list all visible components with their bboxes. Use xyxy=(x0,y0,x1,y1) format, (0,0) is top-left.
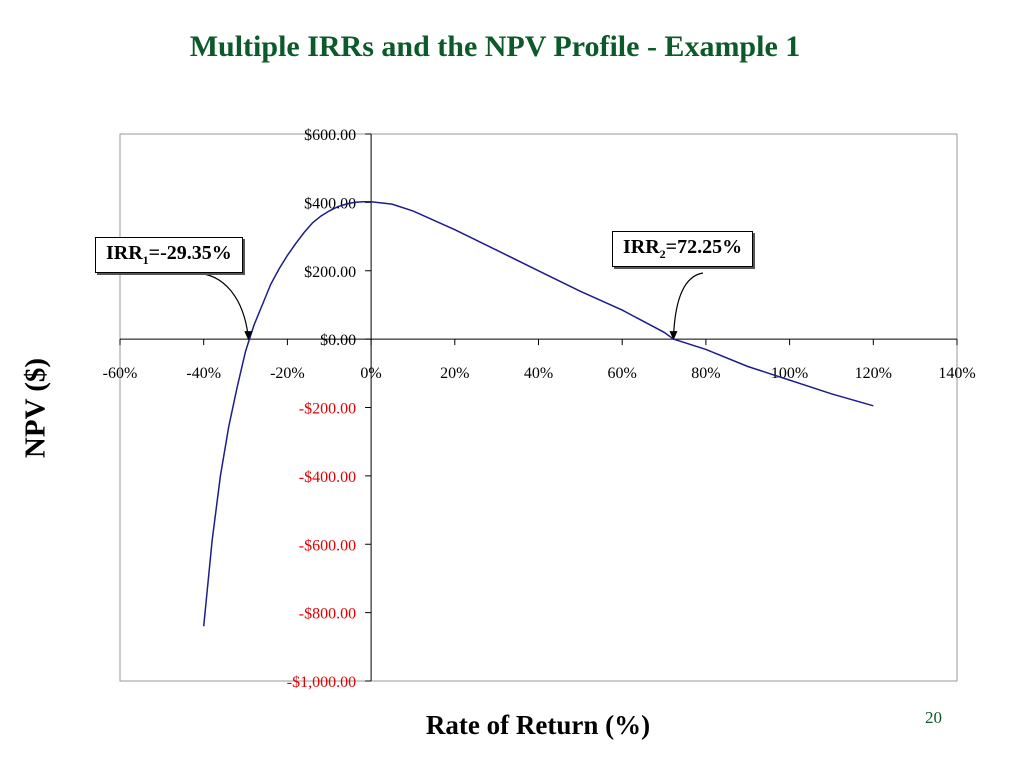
x-tick-label: -60% xyxy=(103,365,138,382)
callout-pointers xyxy=(191,272,704,341)
x-tick-label: 0% xyxy=(360,365,381,382)
irr1-prefix: IRR xyxy=(106,242,143,264)
irr2-pointer-arrow xyxy=(669,331,678,341)
y-tick-label: -$1,000.00 xyxy=(287,674,356,691)
irr1-subscript: 1 xyxy=(142,253,149,267)
x-tick-label: 120% xyxy=(855,365,892,382)
irr1-value: =-29.35% xyxy=(148,242,232,264)
y-tick-label: -$400.00 xyxy=(299,469,356,486)
y-tick-label: -$600.00 xyxy=(299,537,356,554)
ticks: -60% -40% -20% 0% 20% 40% 60% 80% 100% 120% 140% $6… xyxy=(103,127,976,691)
irr2-subscript: 2 xyxy=(659,247,666,261)
y-tick-label: $0.00 xyxy=(320,332,356,349)
x-tick-label: 60% xyxy=(608,365,637,382)
plot-area-border xyxy=(119,133,958,682)
irr2-prefix: IRR xyxy=(623,236,660,258)
y-axis-label: NPV ($) xyxy=(19,357,52,459)
x-tick-label: -40% xyxy=(186,365,221,382)
page-number: 20 xyxy=(925,708,942,727)
irr1-callout: IRR1=-29.35% xyxy=(95,237,243,273)
y-tick-label: $600.00 xyxy=(304,127,356,144)
slide-title: Multiple IRRs and the NPV Profile - Exam… xyxy=(189,30,801,63)
irr2-value: =72.25% xyxy=(665,236,743,258)
x-axis-label: Rate of Return (%) xyxy=(425,710,651,740)
x-tick-label: -20% xyxy=(270,365,305,382)
npv-curve xyxy=(202,200,874,627)
irr2-pointer-line xyxy=(672,272,704,338)
x-tick-label: 40% xyxy=(524,365,553,382)
irr1-pointer-arrow xyxy=(244,331,253,341)
irr2-callout: IRR2=72.25% xyxy=(612,231,754,267)
x-tick-label: 140% xyxy=(938,365,975,382)
y-tick-label: $400.00 xyxy=(304,195,356,212)
axes xyxy=(120,134,957,681)
x-tick-label: 20% xyxy=(440,365,469,382)
irr1-pointer-line xyxy=(191,272,249,338)
x-tick-label: 80% xyxy=(691,365,720,382)
y-tick-label: -$200.00 xyxy=(299,401,356,418)
x-tick-label: 100% xyxy=(771,365,808,382)
y-tick-label: -$800.00 xyxy=(299,606,356,623)
y-tick-label: $200.00 xyxy=(304,264,356,281)
